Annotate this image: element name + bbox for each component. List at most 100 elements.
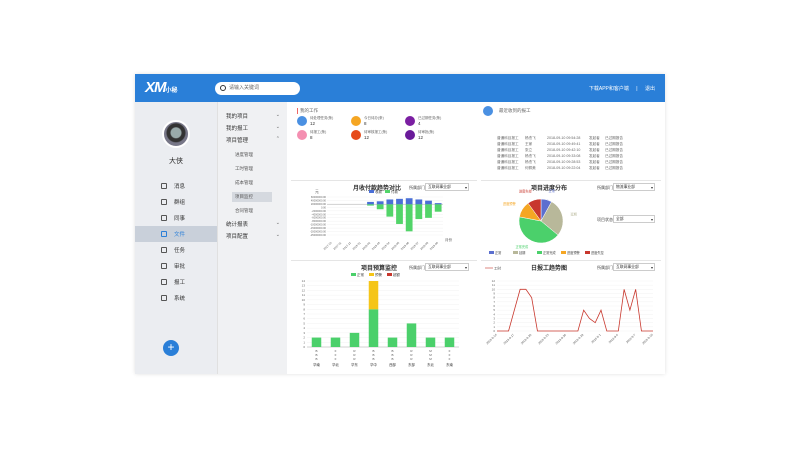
workflow-stat[interactable]: 待审批(条) 12: [405, 130, 457, 142]
x-tick-label: 2018-8-26: [555, 333, 568, 346]
bar: [425, 200, 432, 205]
legend-label: 工时: [494, 266, 502, 271]
workflow-stat[interactable]: 待处理任务(条) 12: [297, 116, 349, 128]
dept-select[interactable]: 物流事业部: [613, 183, 655, 191]
status-select[interactable]: 全部: [613, 215, 655, 223]
report-row[interactable]: 普通科目报工 张立 2018-09-10 09:42:10 发起者 已过期报告: [497, 148, 637, 154]
dept-select[interactable]: 互联网事业部: [613, 263, 655, 271]
chart-title: 日报工趋势图: [531, 266, 568, 272]
legend-swatch: [489, 251, 494, 254]
bar: [387, 337, 398, 347]
report-row[interactable]: 普通科目报工 何佩美 2018-09-10 09:22:04 发起者 已过期报告: [497, 166, 637, 172]
x-stack-label: B: [372, 349, 374, 353]
x-tick-label: 2018-9-10: [641, 333, 654, 346]
app-window: XM小秘 请输入关键词 下载APP和客户端 | 退出 大侠 消息 群组 同事 文件 任务…: [135, 74, 665, 374]
workflow-stat[interactable]: 已过期任务(条) 4: [405, 116, 457, 128]
submenu: 我的项目 ⌄ 我的报工 ⌄ 项目管理 ⌃ 进度管理 工时管理 成本管理 项目监控 合同…: [217, 102, 287, 374]
report-cell: 2018-09-10 09:49:41: [547, 142, 581, 146]
sidebar-item[interactable]: 系统: [135, 290, 217, 306]
chart-daily-panel: 日报工趋势图 所属部门 互联网事业部 工时0123456789101112201…: [481, 260, 661, 370]
legend-label: 超额: [393, 272, 401, 277]
report-row[interactable]: 普通科目报工 杨杰飞 2018-09-10 09:33:08 发起者 已过期报告: [497, 154, 637, 160]
cashflow-chart: 元60000000.0040000000.0020000000.000.00-2…: [310, 189, 453, 251]
sidebar-item-label: 文件: [174, 232, 186, 238]
slice-label: 正常: [548, 188, 554, 193]
sidebar-item-label: 同事: [174, 216, 186, 222]
report-row[interactable]: 普通科目报工 杨杰飞 2018-09-10 09:28:53 发起者 已过期报告: [497, 160, 637, 166]
workflow-title: 我的工作: [297, 108, 318, 114]
y-tick-label: 12: [302, 288, 306, 292]
legend-swatch: [369, 273, 374, 276]
chart-title: 项目预算监控: [361, 266, 398, 272]
sidebar-item[interactable]: 群组: [135, 194, 217, 210]
sidebar-item[interactable]: 文件: [135, 226, 217, 242]
submenu-child[interactable]: 进度管理: [235, 152, 253, 157]
dept-select[interactable]: 互联网事业部: [425, 183, 469, 191]
logout-link[interactable]: 退出: [644, 86, 655, 92]
x-stack-label: R: [410, 349, 413, 353]
y-tick-label: 14: [302, 279, 306, 283]
y-tick-label: -2000000.00: [311, 209, 326, 213]
stat-value: 8: [310, 135, 313, 140]
app-logo[interactable]: XM小秘: [145, 79, 178, 96]
submenu-child[interactable]: 工时管理: [235, 166, 253, 171]
report-cell: 2018-09-10 09:42:10: [547, 148, 581, 152]
stat-icon: [351, 130, 361, 140]
report-row[interactable]: 普通科目报工 王家 2018-09-10 09:49:41 发起者 已过期报告: [497, 142, 637, 148]
sidebar-item[interactable]: 审批: [135, 258, 217, 274]
x-tick-label: 2018-9-7: [625, 333, 637, 345]
workflow-stat[interactable]: 待审核报工(条) 12: [351, 130, 403, 142]
report-cell: 王家: [525, 142, 533, 146]
x-stack-label: B: [372, 357, 374, 361]
x-tick-label: 西部: [389, 362, 396, 367]
report-cell: 已过期报告: [605, 160, 623, 164]
workflow-stat[interactable]: 待报工(条) 8: [297, 130, 349, 142]
submenu-my-projects[interactable]: 我的项目 ⌄: [226, 112, 280, 120]
pie-slice: [540, 201, 564, 236]
y-unit: 元: [315, 190, 319, 194]
avatar[interactable]: [162, 120, 190, 148]
workflow-stat[interactable]: 今日待办(条) 8: [351, 116, 403, 128]
dept-select[interactable]: 互联网事业部: [425, 263, 469, 271]
search-input[interactable]: 请输入关键词: [215, 82, 300, 95]
x-tick-label: 华南: [313, 362, 320, 367]
y-tick-label: 10: [492, 287, 496, 291]
submenu-config[interactable]: 项目配置 ⌄: [226, 232, 280, 240]
x-tick-label: 2018-07: [409, 241, 419, 251]
y-tick-label: 3: [303, 331, 305, 335]
bar: [434, 203, 442, 205]
stat-label: 待处理任务(条): [310, 116, 334, 120]
x-tick-label: 2018-05: [390, 241, 400, 251]
y-tick-label: 11: [492, 283, 495, 287]
sidebar-item[interactable]: 任务: [135, 242, 217, 258]
stat-label: 待审核报工(条): [364, 130, 388, 134]
y-tick-label: -6000000.00: [311, 216, 326, 220]
submenu-child[interactable]: 成本管理: [235, 180, 253, 185]
x-tick-label: 2018-03: [371, 241, 381, 251]
submenu-project-mgmt[interactable]: 项目管理 ⌃: [226, 136, 280, 144]
sidebar-item[interactable]: 消息: [135, 178, 217, 194]
sidebar-item[interactable]: 报工: [135, 274, 217, 290]
stat-icon: [297, 116, 307, 126]
y-tick-label: -20000000.00: [310, 230, 327, 234]
legend-swatch: [561, 251, 566, 254]
x-stack-label: R: [353, 357, 356, 361]
submenu-child[interactable]: 合同管理: [235, 208, 253, 213]
add-button[interactable]: +: [163, 340, 179, 356]
submenu-child-selected[interactable]: 项目监控: [232, 192, 272, 202]
dept-label: 所属部门: [597, 185, 613, 190]
report-cell: 已过期报告: [605, 142, 623, 146]
legend-label: 正常: [495, 250, 501, 255]
stat-label: 待报工(条): [310, 130, 327, 134]
y-tick-label: -8000000.00: [311, 219, 326, 223]
bar: [425, 337, 436, 347]
chart-budget-panel: 项目预算监控 所属部门 互联网事业部 正常预警超额012345678910111…: [291, 260, 477, 370]
slice-label: 正常完成: [515, 244, 529, 249]
x-stack-label: R: [353, 353, 356, 357]
sidebar-item[interactable]: 同事: [135, 210, 217, 226]
download-app-link[interactable]: 下载APP和客户端: [588, 86, 629, 92]
submenu-stats[interactable]: 统计报表 ⌄: [226, 220, 280, 228]
submenu-my-reports[interactable]: 我的报工 ⌄: [226, 124, 280, 132]
bar: [311, 337, 322, 347]
report-row[interactable]: 普通科目报工 杨杰飞 2018-09-10 09:54:28 发起者 已过期报告: [497, 136, 637, 142]
